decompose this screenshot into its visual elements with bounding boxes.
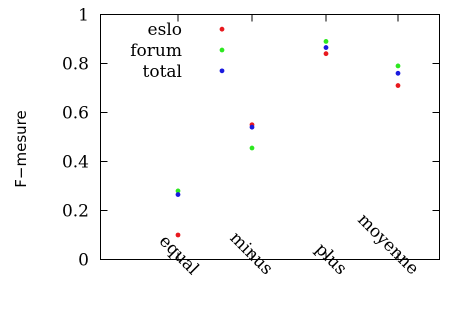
axes: 0 0.2 0.4 0.6 0.8 1 equal minus plus moyenne [62, 6, 440, 279]
point-total-equal [175, 192, 181, 197]
point-eslo-equal [175, 232, 181, 238]
legend-marker-total [219, 68, 225, 74]
legend-marker-eslo [219, 26, 225, 32]
y-tick-label: 0.2 [62, 202, 89, 222]
x-tick-label-moyenne: moyenne [353, 210, 422, 279]
point-total-moyenne [395, 70, 401, 76]
y-tick-label: 0.6 [62, 104, 89, 124]
y-tick-label: 1 [78, 6, 89, 26]
point-total-minus [249, 124, 255, 130]
y-axis-label: F−mesure [12, 110, 30, 187]
plot-frame [100, 14, 440, 260]
y-tick-label: 0.4 [62, 153, 89, 173]
x-tick-label-equal: equal [155, 231, 203, 279]
point-forum-equal [175, 188, 181, 194]
point-eslo-moyenne [395, 83, 401, 88]
legend-marker-forum [219, 47, 225, 53]
point-total-plus [323, 45, 329, 50]
y-tick-label: 0 [78, 251, 89, 271]
x-tick-label-minus: minus [226, 228, 277, 279]
point-forum-plus [323, 39, 329, 44]
data-points [175, 39, 401, 238]
point-eslo-plus [323, 51, 329, 57]
legend-label-eslo: eslo [148, 20, 182, 40]
point-forum-minus [249, 145, 255, 151]
x-tick-label-plus: plus [311, 239, 351, 279]
legend-label-total: total [143, 62, 182, 82]
point-forum-moyenne [395, 63, 401, 69]
legend-label-forum: forum [130, 41, 182, 61]
y-tick-label: 0.8 [62, 55, 89, 75]
